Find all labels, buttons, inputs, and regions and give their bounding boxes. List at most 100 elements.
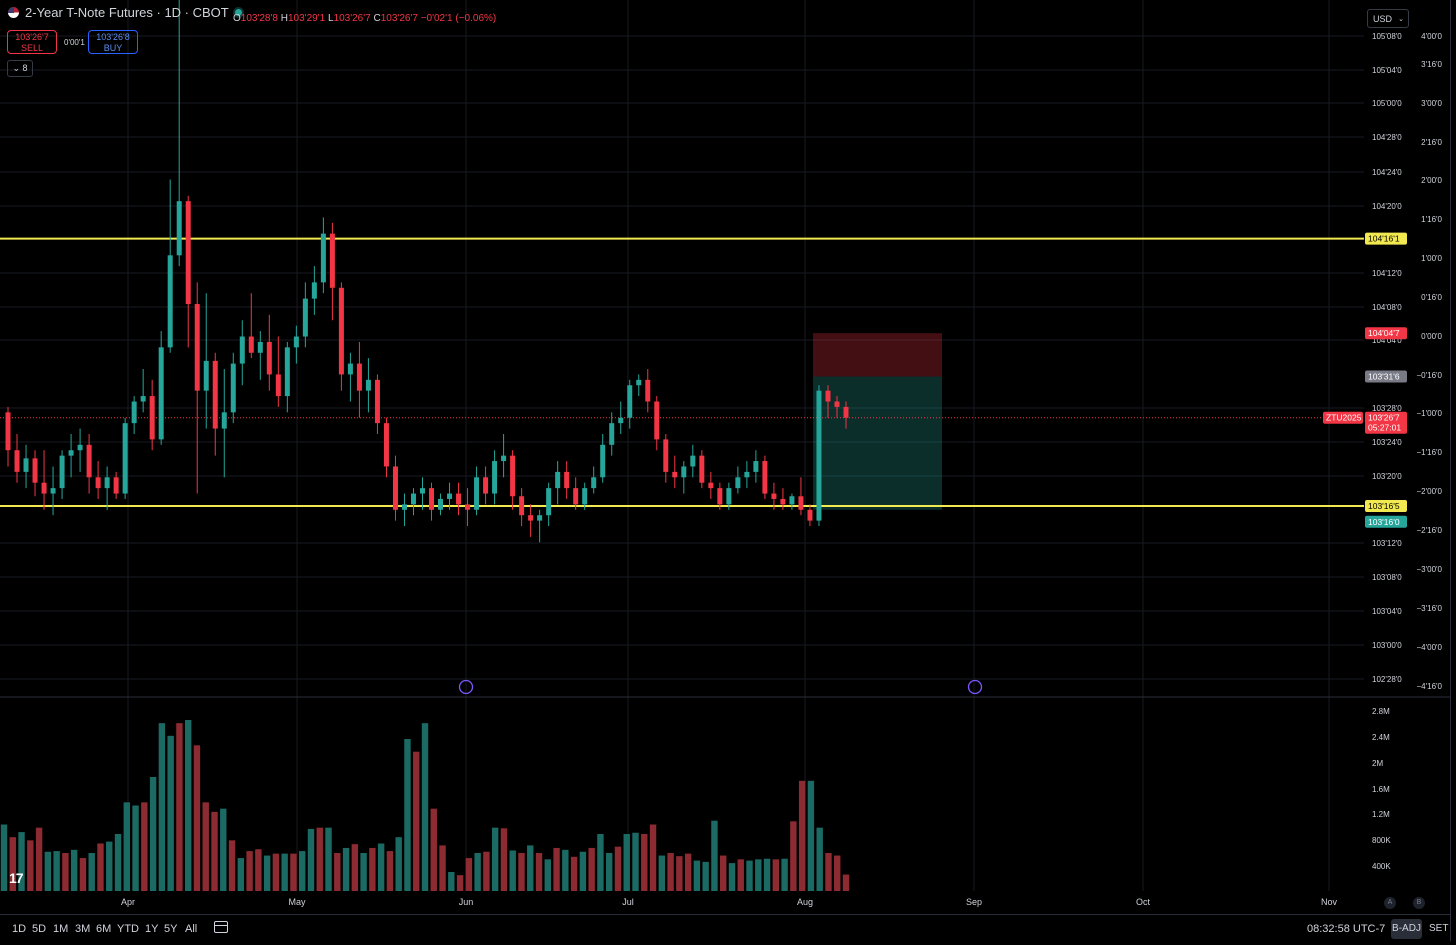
- volume-bar: [79, 858, 87, 891]
- range-6m-button[interactable]: 6M: [96, 923, 112, 935]
- candle-body: [807, 509, 813, 521]
- change-tick-label: 0'00'0: [1421, 332, 1442, 341]
- candle-body: [636, 379, 642, 386]
- change-tick-label: 4'00'0: [1421, 32, 1442, 41]
- volume-bar: [334, 853, 341, 891]
- x-tick-label: Jun: [459, 897, 474, 907]
- candle-body: [32, 458, 38, 483]
- volume-bar: [325, 827, 332, 891]
- volume-bar: [114, 834, 122, 891]
- candle-body: [203, 360, 209, 391]
- currency-select[interactable]: ⌄ USD: [1367, 9, 1409, 28]
- entry-price-tag: 103'31'6: [1368, 372, 1400, 382]
- volume-bar: [149, 777, 157, 891]
- volume-bar: [772, 859, 780, 891]
- price-chart[interactable]: Apr May Jun Jul Aug Sep Oct Nov 105'08'0 105'04'0…: [0, 0, 1450, 912]
- range-ytd-button[interactable]: YTD: [117, 923, 139, 935]
- candle-body: [618, 417, 624, 424]
- badj-button[interactable]: B-ADJ: [1391, 919, 1422, 939]
- candle-body: [410, 493, 416, 505]
- chevron-down-icon: ⌄: [1398, 16, 1404, 23]
- candle-body: [510, 455, 516, 497]
- volume-bar: [579, 851, 587, 891]
- volume-bar: [184, 720, 192, 891]
- sell-button[interactable]: 103'26'7 SELL: [7, 30, 57, 54]
- range-5y-button[interactable]: 5Y: [164, 923, 178, 935]
- candle-body: [537, 515, 543, 521]
- candle-body: [564, 471, 570, 489]
- candle-body: [582, 488, 588, 505]
- volume-tick-label: 2.8M: [1372, 707, 1390, 716]
- candle-body: [843, 406, 849, 418]
- volume-bar: [272, 853, 280, 891]
- target-price-tag: 103'16'0: [1368, 517, 1400, 527]
- candle-body: [771, 493, 777, 499]
- candle-body: [762, 461, 768, 494]
- volume-bar: [211, 811, 218, 891]
- scale-a-toggle[interactable]: A: [1384, 897, 1396, 909]
- session-button[interactable]: SET: [1429, 923, 1449, 934]
- range-5d-button[interactable]: 5D: [32, 923, 47, 935]
- volume-bar: [132, 805, 139, 891]
- volume-bar: [535, 853, 543, 891]
- symbol-header[interactable]: 2-Year T-Note Futures · 1D · CBOT: [8, 5, 242, 20]
- range-1d-button[interactable]: 1D: [12, 923, 27, 935]
- candle-body: [176, 201, 182, 256]
- volume-bar: [605, 853, 613, 891]
- candle-body: [492, 461, 498, 494]
- volume-bar: [141, 802, 148, 891]
- level-tag-upper-bg: [1365, 232, 1407, 245]
- range-1m-button[interactable]: 1M: [53, 923, 69, 935]
- price-tick-label: 103'20'0: [1372, 472, 1402, 481]
- candle-body: [654, 401, 660, 440]
- range-1y-button[interactable]: 1Y: [145, 923, 159, 935]
- volume-bar: [456, 875, 464, 891]
- change-tick-label: −1'16'0: [1416, 448, 1442, 457]
- price-tick-label: 104'20'0: [1372, 202, 1402, 211]
- change-tick-label: −3'00'0: [1416, 565, 1442, 574]
- change-tick-label: 2'16'0: [1421, 138, 1442, 147]
- volume-bar: [351, 844, 359, 891]
- calendar-icon[interactable]: [214, 921, 228, 933]
- volume-bar: [176, 723, 183, 891]
- price-tick-label: 102'28'0: [1372, 675, 1402, 684]
- candle-body: [347, 363, 353, 375]
- candle-body: [456, 493, 462, 505]
- volume-bar: [0, 824, 8, 891]
- x-tick-label: Nov: [1321, 897, 1338, 907]
- indicators-toggle-button[interactable]: ⌄ 8: [7, 60, 33, 77]
- volume-bar: [667, 853, 674, 891]
- candle-body: [95, 477, 101, 489]
- range-3m-button[interactable]: 3M: [75, 923, 91, 935]
- scale-b-toggle[interactable]: B: [1413, 897, 1425, 909]
- clock-readout[interactable]: 08:32:58 UTC-7: [1307, 923, 1386, 935]
- candle-body: [140, 396, 146, 402]
- candle-body: [546, 488, 552, 516]
- symbol-title[interactable]: 2-Year T-Note Futures · 1D · CBOT: [25, 5, 229, 20]
- volume-bar: [632, 832, 639, 891]
- candle-body: [167, 255, 173, 348]
- candle-body: [735, 477, 741, 489]
- volume-bar: [193, 745, 201, 891]
- candle-body: [356, 363, 362, 391]
- candle-body: [59, 455, 65, 489]
- price-tick-label: 103'24'0: [1372, 438, 1402, 447]
- volume-bar: [430, 808, 437, 891]
- candle-body: [257, 341, 263, 353]
- candle-body: [41, 482, 47, 494]
- price-tick-label: 103'04'0: [1372, 607, 1402, 616]
- change-tick-label: 1'00'0: [1421, 254, 1442, 263]
- event-marker-icon[interactable]: [458, 679, 474, 695]
- buy-button[interactable]: 103'26'8 BUY: [88, 30, 138, 54]
- volume-bar: [299, 851, 306, 891]
- range-all-button[interactable]: All: [185, 923, 198, 935]
- volume-bar: [553, 847, 560, 891]
- volume-bar: [465, 858, 473, 891]
- volume-bar: [676, 856, 683, 891]
- bottom-toolbar: 1D 5D 1M 3M 6M YTD 1Y 5Y All 08:32:58 UT…: [0, 914, 1450, 942]
- tradingview-logo: 17: [9, 870, 24, 886]
- event-marker-icon[interactable]: [967, 679, 983, 695]
- x-tick-label: Jul: [622, 897, 634, 907]
- volume-bar: [737, 859, 744, 891]
